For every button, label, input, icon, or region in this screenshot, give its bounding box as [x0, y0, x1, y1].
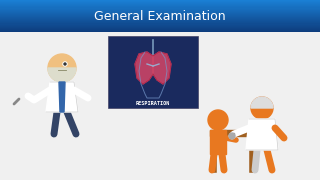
Bar: [0, 3, 320, 4]
Bar: [108, 36, 198, 108]
Bar: [0, 21, 320, 22]
Polygon shape: [210, 130, 256, 136]
Bar: [0, 4, 320, 5]
Bar: [0, 22, 320, 23]
Circle shape: [251, 97, 273, 119]
Bar: [0, 30, 320, 31]
Bar: [0, 0, 320, 1]
Circle shape: [208, 110, 228, 130]
Polygon shape: [135, 52, 153, 84]
Bar: [0, 28, 320, 29]
Bar: [0, 17, 320, 18]
Bar: [0, 16, 320, 17]
Bar: [0, 31, 320, 32]
Circle shape: [64, 63, 66, 65]
Bar: [0, 5, 320, 6]
Bar: [0, 14, 320, 15]
Wedge shape: [251, 97, 273, 108]
Bar: [0, 13, 320, 14]
Bar: [0, 1, 320, 2]
Bar: [0, 6, 320, 7]
Polygon shape: [46, 82, 78, 112]
Bar: [0, 20, 320, 21]
Bar: [0, 19, 320, 20]
Circle shape: [63, 62, 67, 66]
Bar: [0, 8, 320, 10]
Bar: [0, 23, 320, 24]
Text: General Examination: General Examination: [94, 10, 226, 22]
Text: RESPIRATION: RESPIRATION: [136, 100, 170, 105]
Bar: [0, 2, 320, 3]
Bar: [0, 24, 320, 26]
Bar: [0, 18, 320, 19]
Bar: [0, 15, 320, 16]
Bar: [0, 7, 320, 8]
Bar: [0, 26, 320, 27]
Wedge shape: [48, 68, 76, 82]
Bar: [0, 10, 320, 11]
Polygon shape: [153, 52, 171, 84]
Circle shape: [229, 133, 235, 139]
Circle shape: [48, 54, 76, 82]
Bar: [0, 27, 320, 28]
Bar: [0, 29, 320, 30]
Bar: [0, 11, 320, 12]
Polygon shape: [210, 130, 226, 154]
Polygon shape: [246, 119, 278, 150]
Polygon shape: [59, 82, 65, 112]
Bar: [0, 12, 320, 13]
